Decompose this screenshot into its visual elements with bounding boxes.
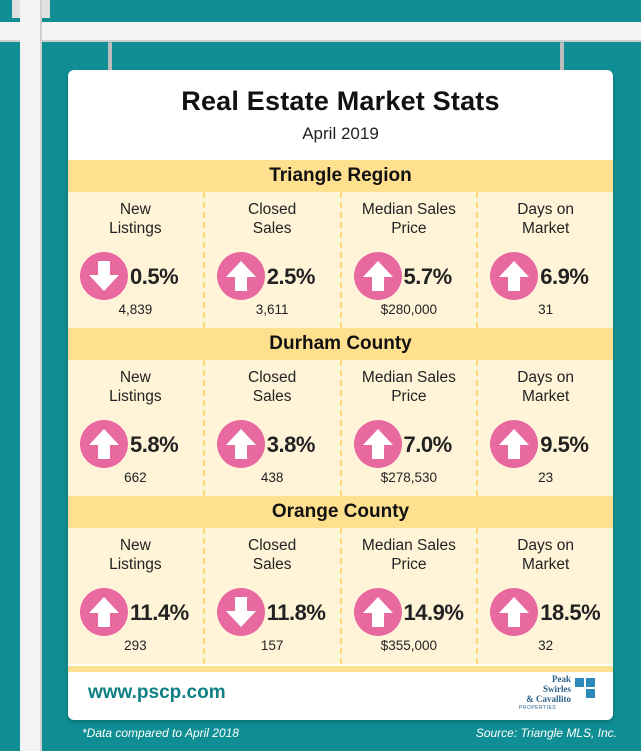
metric-cell: Median Sales Price 5.7% $280,000 [339, 192, 477, 328]
metric-label: Closed Sales [248, 369, 297, 405]
metric-label: Days on Market [517, 369, 575, 405]
down-arrow-icon [80, 252, 128, 300]
up-arrow-icon [353, 420, 402, 468]
percent-change: 0.5% [130, 264, 179, 289]
metric-value: $355,000 [380, 638, 438, 653]
metric-label: Closed Sales [248, 537, 297, 573]
signpost-arm [0, 22, 641, 42]
metric-value: $280,000 [380, 302, 438, 317]
up-arrow-icon [490, 252, 539, 300]
metric-cell: Closed Sales 3.8% 438 [202, 360, 340, 496]
metric-cell: Median Sales Price 7.0% $278,530 [339, 360, 477, 496]
metric-label: New Listings [109, 201, 162, 237]
up-arrow-icon [80, 588, 128, 636]
page-subtitle: April 2019 [302, 124, 379, 143]
logo-squares-icon [575, 678, 597, 700]
percent-change: 18.5% [540, 600, 601, 625]
section-body: New Listings 11.4% 293 Closed Sales 11.8% 157… [68, 528, 613, 664]
metric-label: Median Sales Price [361, 369, 456, 405]
metric-cell: New Listings 0.5% 4,839 [68, 192, 203, 328]
signpost-pole [20, 0, 42, 751]
website-link[interactable]: www.pscp.com [88, 682, 226, 703]
metric-cell: Days on Market 6.9% 31 [476, 192, 613, 328]
footer-band [68, 666, 613, 672]
metric-value: 4,839 [118, 302, 153, 317]
metric-cell: New Listings 11.4% 293 [68, 528, 203, 664]
sign-board: Real Estate Market Stats April 2019 Tria… [68, 70, 613, 720]
percent-change: 6.9% [540, 264, 589, 289]
company-logo: Peak Swirles & Cavallito PROPERTIES [519, 674, 599, 714]
section-header: Triangle Region [68, 160, 613, 192]
source-note: Source: Triangle MLS, Inc. [475, 726, 617, 740]
up-arrow-icon [216, 252, 265, 300]
percent-change: 14.9% [403, 600, 464, 625]
metric-value: 23 [538, 470, 554, 485]
percent-change: 9.5% [540, 432, 589, 457]
up-arrow-icon [490, 588, 539, 636]
metric-row: New Listings 5.8% 662 Closed Sales 3.8% 438 Me… [68, 360, 613, 496]
section-body: New Listings 0.5% 4,839 Closed Sales 2.5% 3,6… [68, 192, 613, 328]
up-arrow-icon [353, 588, 402, 636]
logo-line-1: Peak [552, 674, 571, 684]
metric-row: New Listings 11.4% 293 Closed Sales 11.8% 157… [68, 528, 613, 664]
percent-change: 11.4% [130, 600, 189, 625]
metric-cell: Closed Sales 2.5% 3,611 [202, 192, 340, 328]
section-header: Durham County [68, 328, 613, 360]
logo-line-3: & Cavallito [526, 694, 571, 704]
metric-value: 3,611 [255, 302, 289, 317]
metric-cell: Days on Market 9.5% 23 [476, 360, 613, 496]
percent-change: 7.0% [403, 432, 453, 457]
metric-value: 438 [260, 470, 284, 485]
footnote: *Data compared to April 2018 [82, 726, 239, 740]
metric-cell: Closed Sales 11.8% 157 [202, 528, 340, 664]
metric-label: Median Sales Price [361, 537, 456, 573]
metric-value: 662 [124, 470, 147, 485]
logo-subtitle: PROPERTIES [519, 705, 557, 711]
logo-line-2: Swirles [543, 684, 571, 694]
metric-label: Closed Sales [248, 201, 297, 237]
metric-cell: Median Sales Price 14.9% $355,000 [339, 528, 477, 664]
metric-value: $278,530 [380, 470, 438, 485]
page-title: Real Estate Market Stats [181, 86, 500, 116]
down-arrow-icon [216, 588, 265, 636]
percent-change: 11.8% [266, 600, 326, 625]
metric-value: 32 [538, 638, 554, 653]
percent-change: 5.7% [403, 264, 453, 289]
metric-value: 31 [538, 302, 554, 317]
up-arrow-icon [216, 420, 265, 468]
logo-text: Peak Swirles & Cavallito [519, 674, 571, 704]
percent-change: 2.5% [266, 264, 316, 289]
section-header: Orange County [68, 496, 613, 528]
up-arrow-icon [490, 420, 539, 468]
metric-label: Median Sales Price [361, 201, 456, 237]
up-arrow-icon [80, 420, 128, 468]
metric-label: New Listings [109, 537, 162, 573]
metric-row: New Listings 0.5% 4,839 Closed Sales 2.5% 3,6… [68, 192, 613, 328]
metric-cell: Days on Market 18.5% 32 [476, 528, 613, 664]
up-arrow-icon [353, 252, 402, 300]
metric-value: 157 [260, 638, 284, 653]
metric-label: Days on Market [517, 201, 575, 237]
metric-label: Days on Market [517, 537, 575, 573]
metric-cell: New Listings 5.8% 662 [68, 360, 203, 496]
sign-hook-right [560, 42, 564, 72]
metric-label: New Listings [109, 369, 162, 405]
sign-hook-left [108, 42, 112, 72]
metric-value: 293 [124, 638, 147, 653]
percent-change: 3.8% [266, 432, 316, 457]
section-body: New Listings 5.8% 662 Closed Sales 3.8% 438 Me… [68, 360, 613, 496]
percent-change: 5.8% [130, 432, 179, 457]
